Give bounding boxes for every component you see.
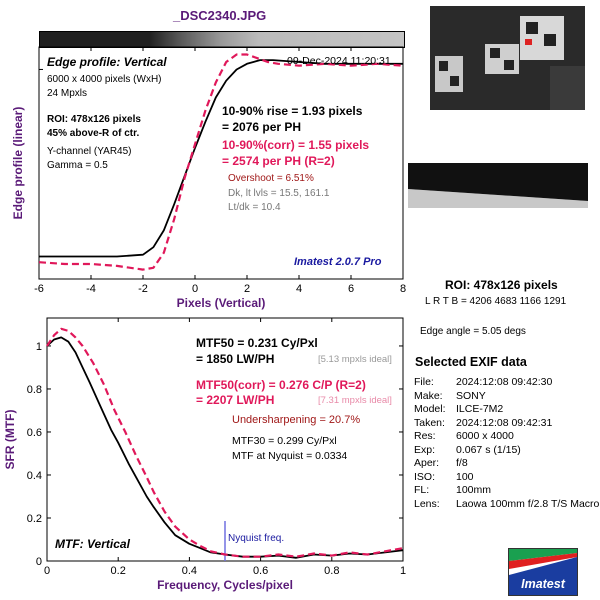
x-tick-label: -6 (34, 283, 44, 295)
exif-row: FL: 100mm (414, 484, 599, 498)
imatest-logo: Imatest (508, 548, 578, 596)
side-roi: ROI: 478x126 pixels (445, 278, 558, 292)
exif-key: Make: (414, 389, 443, 402)
mtf-at-nyquist: MTF at Nyquist = 0.0334 (232, 450, 348, 462)
levels: Dk, lt lvls = 15.5, 161.1 (228, 188, 330, 199)
edge-size: 6000 x 4000 pixels (WxH) (47, 74, 162, 85)
side-lrtb: L R T B = 4206 4683 1166 1291 (425, 296, 567, 307)
measured-curve (39, 59, 403, 258)
rise-line-2: = 2076 per PH (222, 120, 302, 134)
exif-row: Aper: f/8 (414, 457, 599, 471)
roi-crop-edge (408, 163, 588, 208)
exif-key: Exp: (414, 443, 436, 456)
rise-corr-line-2: = 2574 per PH (R=2) (222, 154, 335, 168)
edge-panel-label: Edge profile: Vertical (47, 55, 167, 69)
edge-roi-pos: 45% above-R of ctr. (47, 128, 140, 139)
logo-graphic: Imatest (509, 549, 577, 595)
logo-text: Imatest (521, 577, 566, 591)
exif-value: 100 (456, 470, 474, 483)
plot-frame (38, 46, 404, 280)
edge-mpx: 24 Mpxls (47, 88, 88, 99)
exif-value: 2024:12:08 09:42:30 (456, 376, 553, 388)
roi-crop (408, 163, 588, 208)
rise-line-1: 10-90% rise = 1.93 pixels (222, 104, 363, 118)
edge-date: 09-Dec-2024 11:20:31 (287, 55, 391, 67)
mtf50-line-2: = 1850 LW/PH (196, 352, 275, 366)
x-tick-label: 4 (296, 283, 302, 295)
rise-corr-line-1: 10-90%(corr) = 1.55 pixels (222, 138, 370, 152)
mtf50-corr-ideal: [7.31 mpxls ideal] (318, 395, 392, 406)
edge-brand: Imatest 2.0.7 Pro (294, 256, 382, 268)
exif-row: ISO: 100 (414, 471, 599, 485)
exif-key: Aper: (414, 457, 440, 469)
mtf30: MTF30 = 0.299 Cy/Pxl (232, 435, 337, 447)
exif-key: Lens: (414, 497, 440, 510)
exif-value: 0.067 s (1/15) (456, 443, 521, 456)
mtf50-corr-line-1: MTF50(corr) = 0.276 C/P (R=2) (196, 378, 366, 392)
exif-title: Selected EXIF data (415, 355, 527, 369)
mtf50-line-1: MTF50 = 0.231 Cy/Pxl (196, 336, 318, 350)
y-axis-label: Edge profile (linear) (11, 107, 25, 220)
mtf50-ideal: [5.13 mpxls ideal] (318, 354, 392, 365)
x-axis-label: Pixels (Vertical) (177, 296, 266, 310)
exif-value: 2024:12:08 09:42:31 (456, 416, 553, 429)
exif-key: File: (414, 376, 434, 388)
exif-value: 6000 x 4000 (456, 430, 514, 442)
file-title: _DSC2340.JPG (173, 8, 267, 23)
undersharpening: Undersharpening = 20.7% (232, 414, 361, 426)
edge-roi: ROI: 478x126 pixels (47, 114, 141, 125)
edge-gamma: Gamma = 0.5 (47, 160, 108, 171)
exif-value: 100mm (456, 484, 492, 496)
overshoot: Overshoot = 6.51% (228, 173, 314, 184)
x-tick-label: 8 (400, 283, 406, 295)
exif-key: Res: (414, 430, 436, 442)
exif-key: ISO: (414, 470, 436, 483)
exif-value: ILCE-7M2 (456, 403, 504, 415)
exif-row: Lens: Laowa 100mm f/2.8 T/S Macro (414, 498, 599, 512)
edge-channel: Y-channel (YAR45) (47, 146, 132, 157)
roi-thumbnail (430, 6, 585, 110)
lt-dk: Lt/dk = 10.4 (228, 202, 281, 213)
mtf-panel-label: MTF: Vertical (55, 537, 130, 551)
exif-row: Model: ILCE-7M2 (414, 403, 599, 417)
exif-key: FL: (414, 484, 430, 496)
exif-row: File: 2024:12:08 09:42:30 (414, 376, 599, 390)
x-tick-label: 2 (244, 283, 250, 295)
exif-key: Model: (414, 403, 446, 415)
thumbnail-scene (430, 6, 585, 110)
exif-value: f/8 (456, 457, 468, 469)
x-tick-label: -2 (138, 283, 148, 295)
exif-row: Exp: 0.067 s (1/15) (414, 444, 599, 458)
exif-row: Res: 6000 x 4000 (414, 430, 599, 444)
mtf50-corr-line-2: = 2207 LW/PH (196, 393, 275, 407)
exif-value: Laowa 100mm f/2.8 T/S Macro (456, 497, 600, 510)
x-tick-label: 0 (192, 283, 198, 295)
exif-list: File: 2024:12:08 09:42:30 Make: SONY Model: I… (414, 376, 599, 511)
x-tick-label: -4 (86, 283, 96, 295)
x-tick-label: 6 (348, 283, 354, 295)
exif-key: Taken: (414, 416, 445, 429)
edge-angle: Edge angle = 5.05 degs (420, 326, 526, 337)
exif-value: SONY (456, 389, 486, 402)
corrected-curve (38, 53, 404, 271)
exif-row: Taken: 2024:12:08 09:42:31 (414, 417, 599, 431)
exif-row: Make: SONY (414, 390, 599, 404)
